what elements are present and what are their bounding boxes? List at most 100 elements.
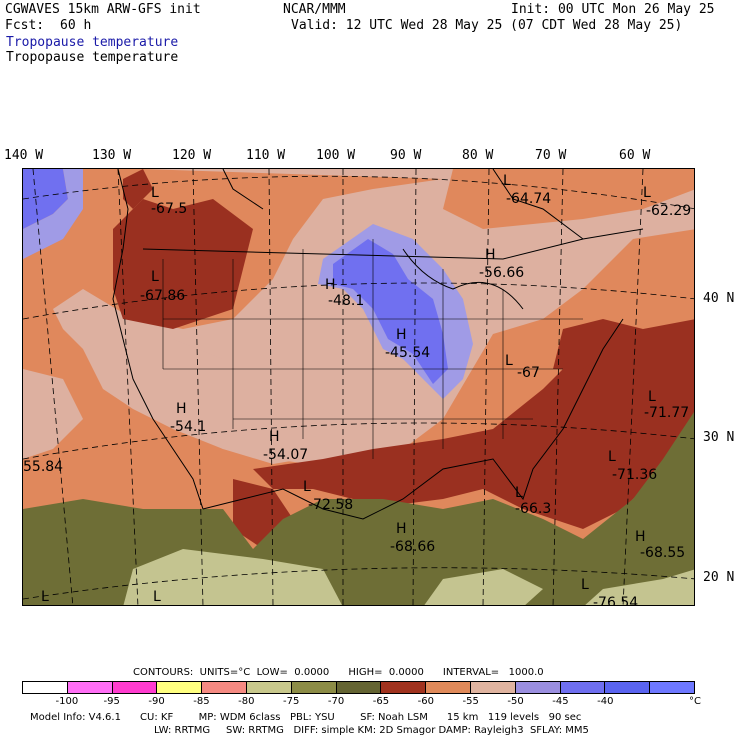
center-value: -67 [517,365,540,381]
center-letter: L [41,589,49,605]
center-value: -54.1 [170,419,206,435]
lat-label: 20 N [703,570,735,585]
colorbar-unit: °C [689,696,701,707]
colorbar-tick-label: -80 [238,696,255,707]
colorbar-swatch [67,682,113,693]
colorbar-tick-label: -55 [462,696,479,707]
center-letter: L [153,589,161,605]
colorbar-tick-label: -70 [327,696,345,707]
field-pink-west [23,369,83,459]
center-letter: H [176,401,187,417]
lon-label: 80 W [462,148,494,163]
field-tan-se [585,569,694,605]
center-value: -71.36 [612,467,657,483]
center-letter: H [325,277,336,293]
center-value: -48.1 [328,293,364,309]
colorbar-swatch [291,682,337,693]
center-value: -68.66 [390,539,435,555]
colorbar-swatch [650,682,694,693]
colorbar-tick-label: -85 [193,696,210,707]
center-letter: H [635,529,646,545]
field-title-blue: Tropopause temperature [6,35,179,50]
map-canvas: L -67.5 L -67.86 L -64.74 L -62.29 H -56… [23,169,694,606]
colorbar-swatch [336,682,382,693]
colorbar-swatch [157,682,203,693]
center-letter: H [396,327,407,343]
field-blue-center [333,239,448,384]
coastlines [112,169,644,520]
center-value: -56.66 [479,265,524,281]
colorbar-tick-label: -95 [103,696,120,707]
field-darkred-south [253,319,694,529]
center-value: 55.84 [23,459,63,475]
colorbar-swatch [470,682,516,693]
colorbar-tick-label: -100 [55,696,79,707]
lon-label: 60 W [619,148,651,163]
tropopause-temperature-map: L -67.5 L -67.86 L -64.74 L -62.29 H -56… [22,168,695,606]
colorbar-swatch [560,682,606,693]
colorbar-swatch [246,682,292,693]
colorbar-swatch [23,682,68,693]
init-time: Init: 00 UTC Mon 26 May 25 [511,2,715,17]
colorbar-swatch [381,682,427,693]
center-letter: H [269,429,280,445]
center-value: -62.29 [646,203,691,219]
state-borders [162,239,583,459]
lon-label: 110 W [246,148,286,163]
center-letter: L [505,353,513,369]
center-value: -67.86 [140,288,185,304]
colorbar-swatch [202,682,247,693]
center-letter: L [581,577,589,593]
center-value: -71.77 [644,405,689,421]
field-darkred-east [553,319,643,369]
color-bar [22,681,695,694]
model-info: Model Info: V4.6.1 CU: KF MP: WDM 6class… [30,712,582,723]
colorbar-tick-label: -90 [148,696,165,707]
field-tan-south [424,569,543,605]
lon-label: 120 W [172,148,212,163]
contours-info: CONTOURS: UNITS=°C LOW= 0.0000 HIGH= 0.0… [133,667,544,678]
center-letter: L [151,269,159,285]
colorbar-tick-label: -60 [417,696,434,707]
lat-lon-grid [23,169,694,605]
model-title: CGWAVES 15km ARW-GFS init [5,2,201,17]
colorbar-tick-label: -75 [283,696,300,707]
field-title-black: Tropopause temperature [6,50,179,65]
lon-label: 140 W [4,148,44,163]
colorbar-tick-label: -45 [552,696,569,707]
center-letter: L [303,479,311,495]
lon-label: 130 W [92,148,132,163]
center-letter: H [485,247,496,263]
valid-time: Valid: 12 UTC Wed 28 May 25 (07 CDT Wed … [291,18,683,33]
colorbar-tick-label: -40 [597,696,614,707]
center-value: -72.58 [308,497,353,513]
organization: NCAR/MMM [283,2,346,17]
center-letter: L [515,485,523,501]
lat-label: 40 N [703,291,735,306]
field-pink-sw [163,339,353,464]
center-letter: L [608,449,616,465]
model-info-2: LW: RRTMG SW: RRTMG DIFF: simple KM: 2D … [154,725,589,736]
colorbar-swatch [605,682,651,693]
center-letter: L [648,389,656,405]
colorbar-swatch [112,682,158,693]
forecast-label: Fcst: [5,18,45,33]
lon-label: 90 W [390,148,422,163]
center-value: -76.54 [593,595,638,606]
center-letter: L [151,185,159,201]
center-letter: H [396,521,407,537]
colorbar-swatch [426,682,471,693]
center-letter: L [643,185,651,201]
lat-label: 30 N [703,430,735,445]
center-value: -66.3 [515,501,551,517]
field-darkred-nw [113,199,253,329]
colorbar-swatch [515,682,561,693]
center-letter: L [503,173,511,189]
colorbar-tick-label: -50 [507,696,524,707]
lon-label: 100 W [316,148,356,163]
center-value: -54.07 [263,447,308,463]
forecast-value: 60 h [60,18,92,33]
center-value: -64.74 [506,191,551,207]
colorbar-tick-label: -65 [372,696,390,707]
center-value: -67.5 [151,201,187,217]
